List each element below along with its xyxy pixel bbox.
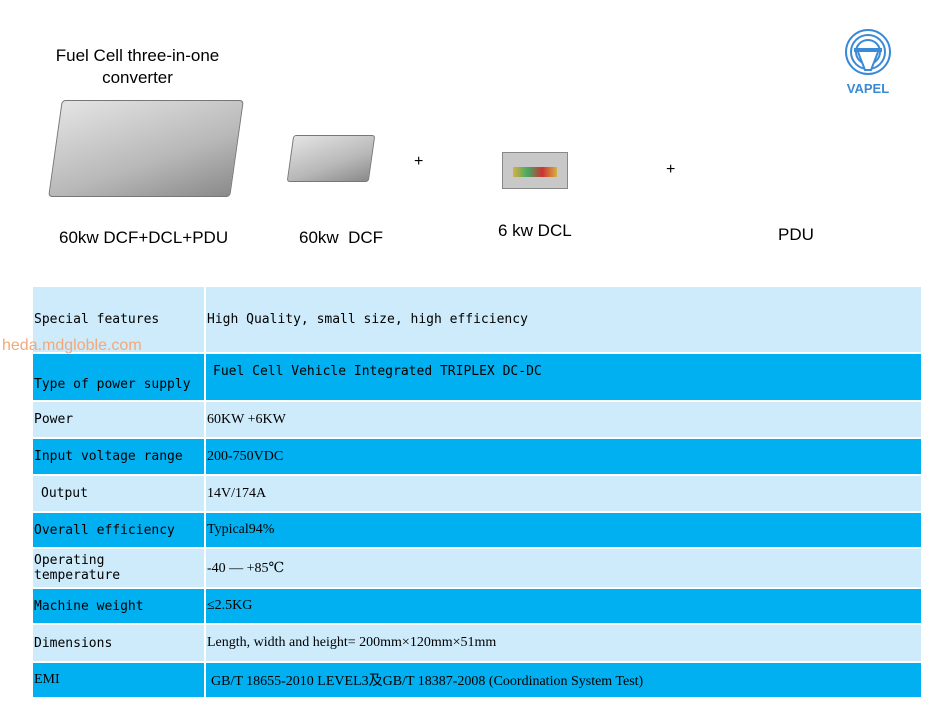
dcf-image [286, 135, 376, 182]
table-row: Power 60KW +6KW [33, 401, 923, 438]
spec-value: 14V/174A [205, 475, 923, 512]
spec-label: Type of power supply [33, 353, 206, 401]
vapel-logo: VAPEL [838, 28, 898, 96]
spec-label: Input voltage range [33, 438, 206, 475]
table-row: Operating temperature -40 — +85℃ [33, 548, 923, 588]
spec-label: Overall efficiency [33, 512, 206, 548]
caption-dcf: 60kw DCF [299, 228, 384, 247]
spec-label: Machine weight [33, 588, 206, 624]
spec-label: Power [33, 401, 206, 438]
spec-label: Dimensions [33, 624, 206, 662]
spec-value: 60KW +6KW [205, 401, 923, 438]
table-row: Special features High Quality, small size… [33, 287, 923, 353]
spec-value: GB/T 18655-2010 LEVEL3及GB/T 18387-2008 (… [205, 662, 923, 698]
spec-value: 200-750VDC [205, 438, 923, 475]
table-row: Dimensions Length, width and height= 200m… [33, 624, 923, 662]
spec-value: Fuel Cell Vehicle Integrated TRIPLEX DC-… [205, 353, 923, 401]
logo-text: VAPEL [846, 81, 890, 96]
caption-combined: 60kw DCF+DCL+PDU [59, 228, 229, 247]
table-row: Type of power supply Fuel Cell Vehicle In… [33, 353, 923, 401]
spec-label: Operating temperature [33, 548, 206, 588]
caption-pdu: PDU [778, 225, 814, 244]
spec-value: Typical94% [205, 512, 923, 548]
three-in-one-converter-image [48, 100, 244, 197]
table-row: Overall efficiency Typical94% [33, 512, 923, 548]
spec-value: High Quality, small size, high efficienc… [205, 287, 923, 353]
table-row: Machine weight ≤2.5KG [33, 588, 923, 624]
caption-dcl: 6 kw DCL [498, 221, 572, 240]
plus-sign: + [666, 161, 676, 178]
spec-value: ≤2.5KG [205, 588, 923, 624]
spec-value: Length, width and height= 200mm×120mm×51… [205, 624, 923, 662]
dcl-image [502, 152, 568, 189]
spec-label: Output [33, 475, 206, 512]
plus-sign: + [414, 153, 424, 170]
table-row: Output 14V/174A [33, 475, 923, 512]
table-row: EMI GB/T 18655-2010 LEVEL3及GB/T 18387-200… [33, 662, 923, 698]
spec-table: Special features High Quality, small size… [33, 287, 923, 699]
spec-label: EMI [33, 662, 206, 698]
spec-value: -40 — +85℃ [205, 548, 923, 588]
spec-label: Special features [33, 287, 206, 353]
product-title: Fuel Cell three-in-one converter [55, 46, 220, 87]
watermark: heda.mdgloble.com [2, 337, 142, 354]
table-row: Input voltage range 200-750VDC [33, 438, 923, 475]
